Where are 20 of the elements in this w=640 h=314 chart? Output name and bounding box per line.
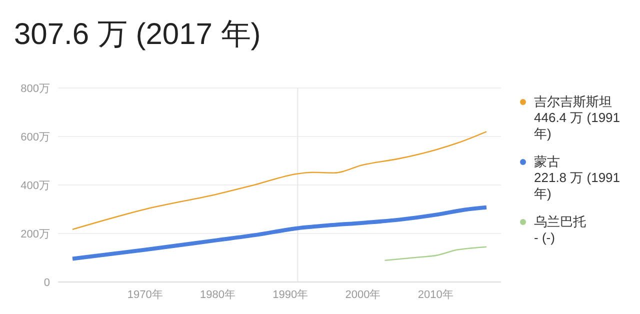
y-tick-label: 200万 [20, 228, 50, 240]
text: 221.8 万 (1991 年) [534, 170, 622, 202]
text: 446.4 万 (1991 年) [534, 110, 622, 142]
text: - (-) [534, 230, 556, 246]
line-series [72, 131, 488, 230]
legend-label: 乌兰巴托 [534, 214, 586, 230]
chart-title: 307.6 万 (2017 年) [14, 17, 261, 53]
legend-label: 蒙古 [534, 154, 561, 170]
x-tick-label: 2010年 [418, 288, 454, 301]
line-series [384, 246, 488, 262]
legend-label: 吉尔吉斯斯坦 [534, 94, 613, 110]
x-tick-label: 1970年 [127, 288, 163, 301]
y-tick-label: 400万 [20, 180, 50, 192]
y-tick-label: 800万 [20, 82, 50, 95]
y-tick-label: 600万 [20, 131, 50, 144]
x-tick-label: 2000年 [345, 288, 381, 301]
line-series [70, 205, 488, 261]
x-tick-label: 1990年 [272, 288, 308, 301]
y-tick-label: 0 [44, 276, 50, 289]
x-tick-label: 1980年 [200, 288, 236, 301]
